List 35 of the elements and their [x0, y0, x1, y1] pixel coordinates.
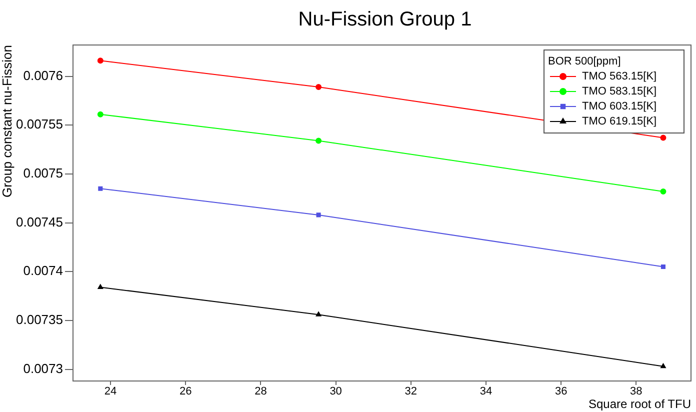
legend-title: BOR 500[ppm] [548, 56, 621, 68]
x-tick-label: 38 [630, 386, 642, 398]
point [316, 212, 321, 218]
x-axis-title: Square root of TFU [588, 397, 691, 412]
x-tick-label: 30 [330, 386, 342, 398]
legend-label: TMO 619.15[K] [582, 116, 657, 128]
y-tick-label: 0.0073 [23, 360, 63, 376]
point [660, 264, 666, 269]
point [98, 186, 103, 191]
point [97, 58, 104, 64]
point [98, 284, 104, 289]
legend-label: TMO 583.15[K] [582, 86, 657, 98]
x-tick-label: 36 [554, 386, 568, 398]
point [660, 363, 666, 368]
point [660, 134, 666, 141]
y-tick-label: 0.0075 [23, 166, 63, 181]
y-tick-label: 0.0074 [23, 263, 63, 278]
x-tick-label: 28 [254, 386, 267, 398]
x-tick-label: 34 [480, 386, 492, 398]
y-tick-label: 0.00755 [16, 116, 63, 132]
y-tick-label: 0.0076 [23, 68, 63, 83]
point [660, 188, 666, 195]
x-tick-label: 24 [104, 386, 117, 398]
legend-label: TMO 563.15[K] [582, 70, 657, 83]
y-tick-label: 0.00735 [16, 312, 63, 328]
y-axis-title: Group constant nu-Fission [0, 45, 14, 198]
legend-label: TMO 603.15[K] [582, 100, 657, 113]
point [316, 84, 322, 90]
chart-title: Nu-Fission Group 1 [298, 8, 472, 31]
point [316, 312, 322, 316]
x-tick-label: 32 [404, 386, 418, 398]
y-tick-label: 0.00745 [16, 214, 63, 230]
point [97, 111, 104, 118]
point [316, 138, 322, 144]
x-tick-label: 26 [180, 386, 192, 398]
